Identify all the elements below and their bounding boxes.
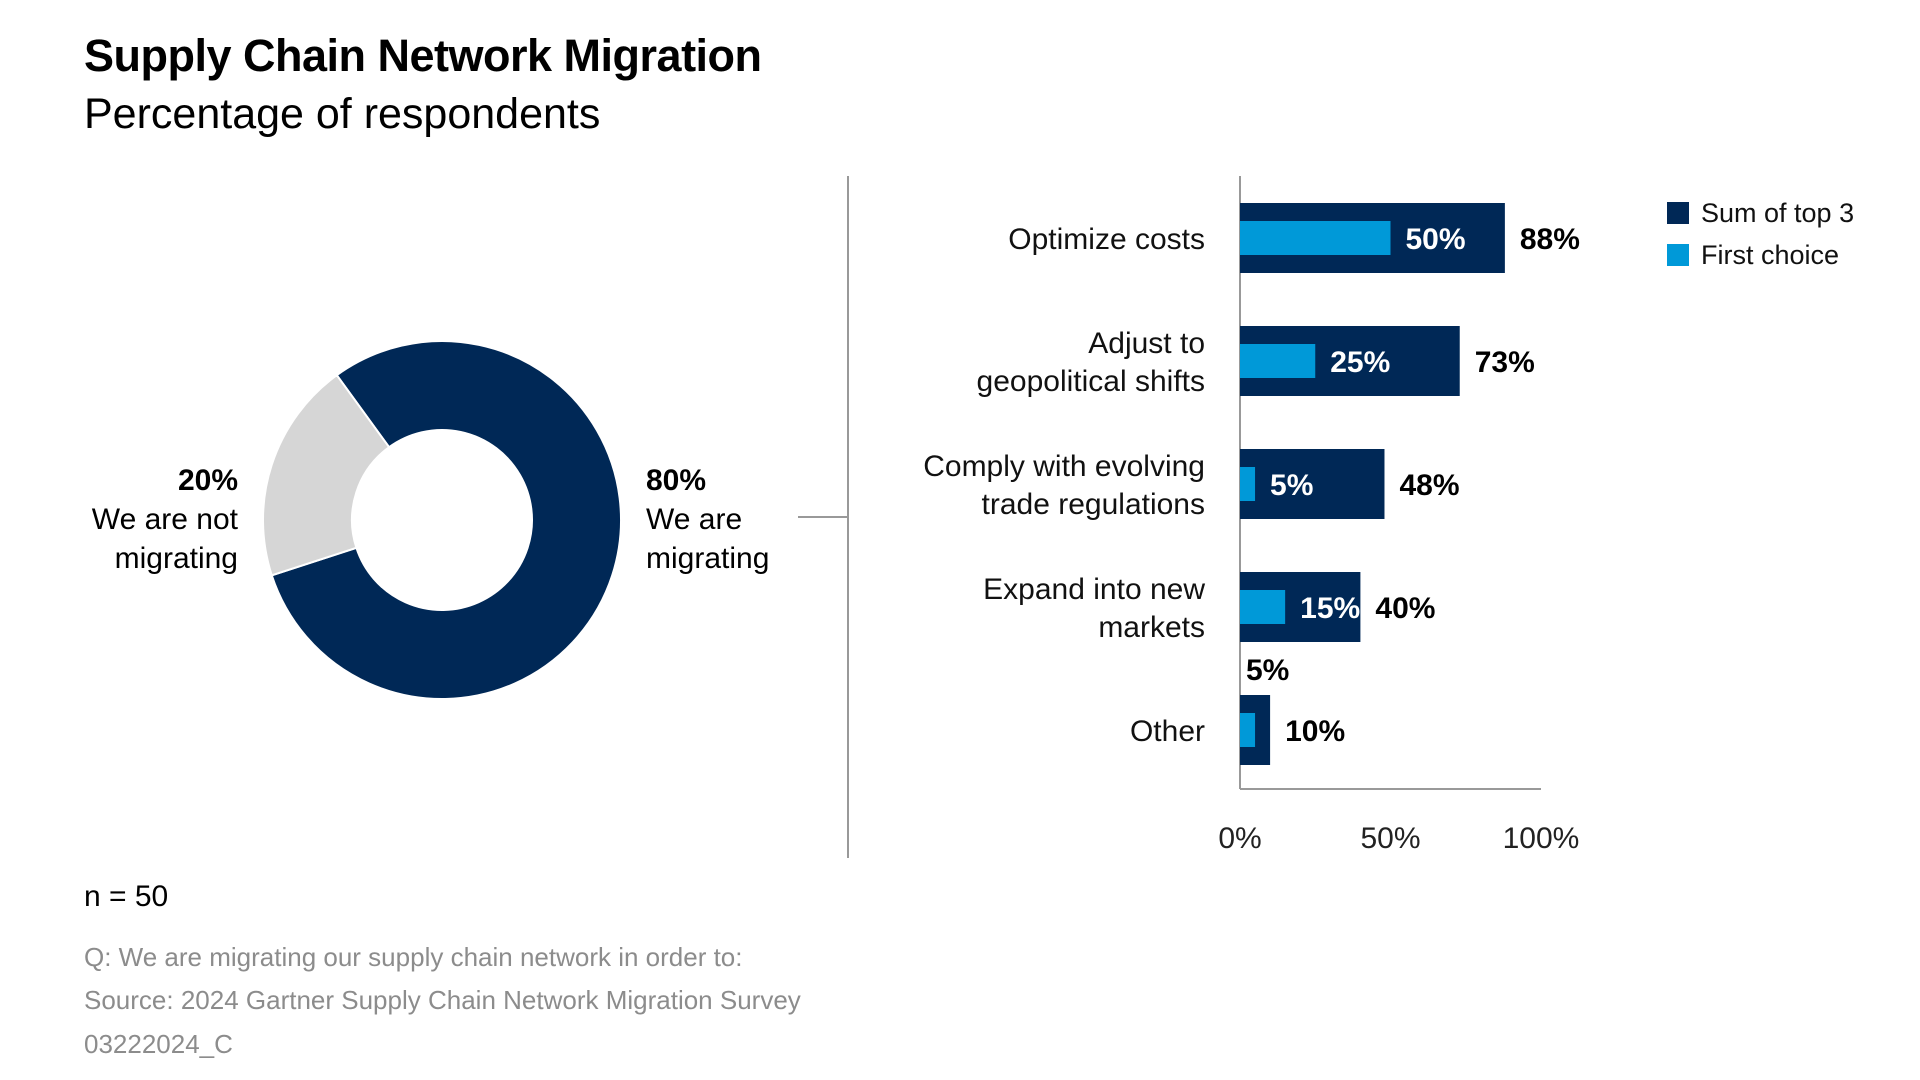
legend-swatch-sum-top3	[1667, 202, 1689, 224]
bar-value-sum-top3: 10%	[1285, 715, 1345, 748]
bar-value-sum-top3: 48%	[1399, 469, 1459, 502]
donut-value-label: 20%	[178, 464, 238, 497]
category-label: markets	[1098, 611, 1205, 644]
donut-category-label: We are	[646, 503, 742, 536]
bar-first-choice	[1240, 467, 1256, 501]
donut-value-label: 80%	[646, 464, 706, 497]
sample-size: n = 50	[84, 880, 169, 913]
chart-title: Supply Chain Network Migration	[84, 30, 762, 81]
category-label: geopolitical shifts	[977, 365, 1205, 398]
bar-first-choice	[1240, 221, 1391, 255]
donut-labels: 80% We are migrating 20% We are not migrating	[92, 464, 770, 575]
category-label: trade regulations	[982, 488, 1205, 521]
donut-category-label: migrating	[115, 542, 238, 575]
bar-value-first-choice: 50%	[1406, 223, 1466, 256]
category-label: Other	[1130, 715, 1205, 748]
question-note: Q: We are migrating our supply chain net…	[84, 942, 743, 972]
bar-value-sum-top3: 88%	[1520, 223, 1580, 256]
donut-slice	[270, 340, 622, 700]
source-note: Source: 2024 Gartner Supply Chain Networ…	[84, 985, 801, 1015]
bar-first-choice	[1240, 713, 1256, 747]
bar-value-sum-top3: 73%	[1475, 346, 1535, 379]
x-tick-label: 50%	[1360, 822, 1420, 855]
bar-value-first-choice: 5%	[1270, 469, 1313, 502]
bar-chart: 0% 50% 100% Optimize costs 88% 50% Adjust to ge…	[923, 176, 1580, 855]
legend-swatch-first-choice	[1667, 244, 1689, 266]
legend-label: First choice	[1701, 240, 1839, 270]
category-label: Adjust to	[1088, 327, 1205, 360]
bar-sum-top3	[1240, 449, 1385, 519]
category-label: Comply with evolving	[923, 450, 1205, 483]
donut-category-label: We are not	[92, 503, 239, 536]
donut-slice	[262, 373, 391, 577]
chart-code: 03222024_C	[84, 1029, 233, 1059]
x-tick-label: 0%	[1218, 822, 1261, 855]
donut-chart	[262, 340, 622, 700]
legend: Sum of top 3 First choice	[1667, 198, 1854, 270]
bar-value-first-choice: 5%	[1246, 654, 1289, 687]
bar-value-first-choice: 15%	[1300, 592, 1360, 625]
bar-first-choice	[1240, 590, 1286, 624]
bar-first-choice	[1240, 344, 1316, 378]
category-label: Expand into new	[983, 573, 1205, 606]
donut-category-label: migrating	[646, 542, 769, 575]
chart-subtitle: Percentage of respondents	[84, 90, 601, 138]
bar-value-sum-top3: 40%	[1375, 592, 1435, 625]
category-label: Optimize costs	[1008, 223, 1205, 256]
legend-label: Sum of top 3	[1701, 198, 1854, 228]
bar-value-first-choice: 25%	[1330, 346, 1390, 379]
x-tick-label: 100%	[1503, 822, 1580, 855]
